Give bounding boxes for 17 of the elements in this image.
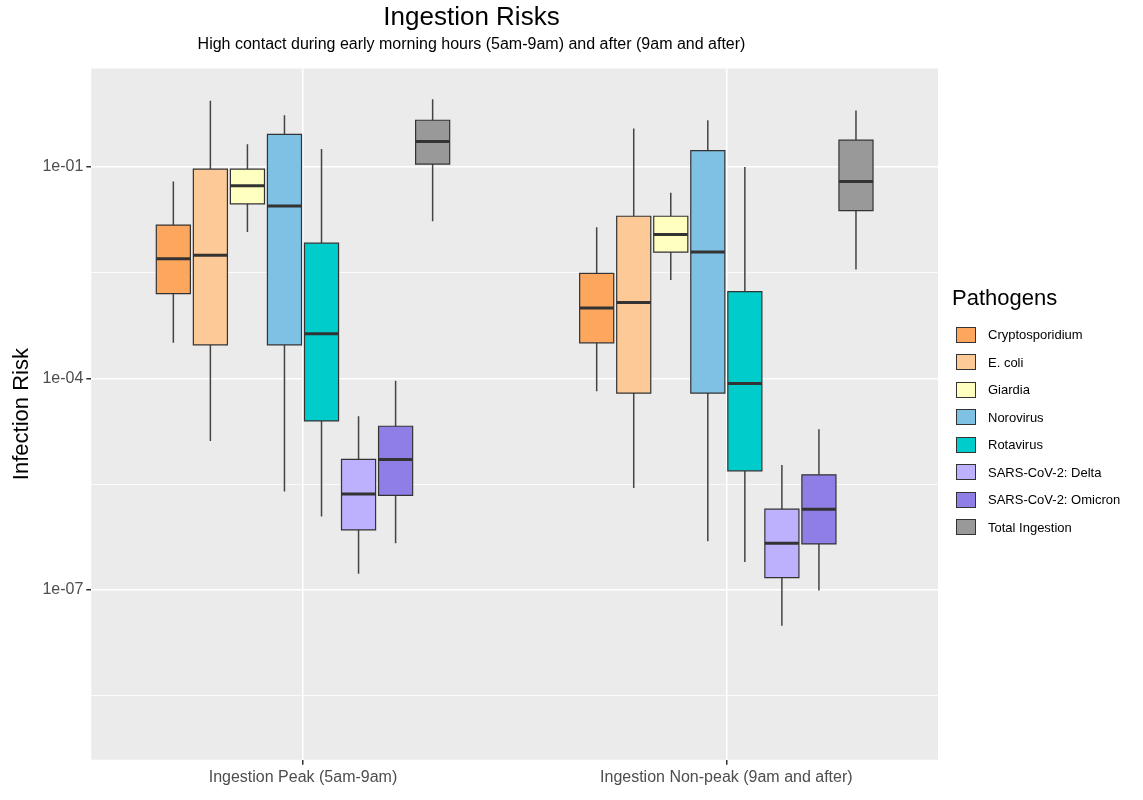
chart-subtitle: High contact during early morning hours (5am-9am) and after (9am and after) xyxy=(197,35,746,53)
legend-label: Rotavirus xyxy=(988,437,1043,453)
x-tick-label: Ingestion Non-peak (9am and after) xyxy=(600,767,853,785)
legend-label: SARS-CoV-2: Omicron xyxy=(988,492,1121,508)
y-tick-label: 1e-04 xyxy=(42,368,84,386)
legend-label: Cryptosporidium xyxy=(988,327,1083,343)
legend-title: Pathogens xyxy=(952,285,1059,311)
y-tick-label: 1e-01 xyxy=(42,157,84,175)
legend-label: Giardia xyxy=(988,382,1030,398)
legend-label: Norovirus xyxy=(988,409,1044,425)
y-tick-label: 1e-07 xyxy=(42,580,84,598)
legend-label: E. coli xyxy=(988,354,1024,370)
y-axis-title: Infection Risk xyxy=(8,347,34,481)
chart-title: Ingestion Risks xyxy=(383,0,560,31)
x-tick-label: Ingestion Peak (5am-9am) xyxy=(208,767,398,785)
legend-label: SARS-CoV-2: Delta xyxy=(988,464,1102,480)
legend-label: Total Ingestion xyxy=(988,519,1072,535)
